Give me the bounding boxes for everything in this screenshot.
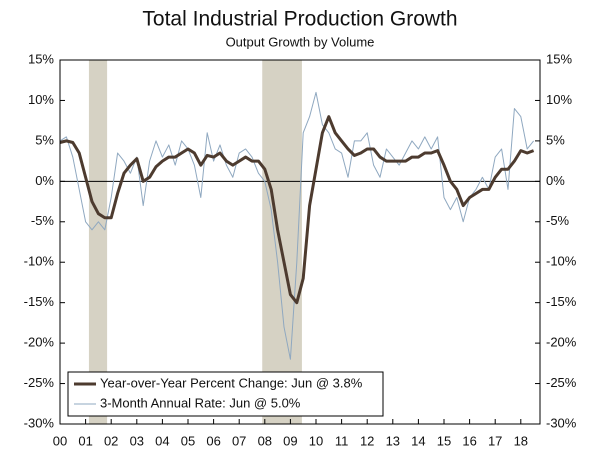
series-line (59, 115, 535, 305)
x-tick-label: 04 (155, 433, 169, 448)
y2-tick-label: 5% (546, 132, 565, 147)
y2-tick-label: 15% (546, 51, 572, 66)
y2-tick-label: -15% (546, 294, 577, 309)
y2-tick-label: -25% (546, 375, 577, 390)
series-line (59, 91, 534, 360)
y-tick-label: 15% (28, 51, 54, 66)
legend-label: 3-Month Annual Rate: Jun @ 5.0% (100, 395, 301, 410)
x-tick-label: 01 (78, 433, 92, 448)
x-tick-label: 06 (206, 433, 220, 448)
y2-tick-label: 10% (546, 92, 572, 107)
x-tick-label: 10 (309, 433, 323, 448)
chart-title: Total Industrial Production Growth (142, 8, 457, 31)
y-tick-label: -30% (24, 415, 55, 430)
x-tick-label: 15 (437, 433, 451, 448)
legend-box (67, 371, 384, 417)
y2-tick-label: -5% (546, 213, 570, 228)
x-tick-label: 03 (130, 433, 144, 448)
x-tick-label: 12 (360, 433, 374, 448)
y-tick-label: -15% (24, 294, 55, 309)
legend-label: Year-over-Year Percent Change: Jun @ 3.8… (100, 375, 363, 390)
x-tick-label: 08 (258, 433, 272, 448)
y-tick-label: -25% (24, 375, 55, 390)
recession-band (262, 60, 302, 424)
y2-tick-label: -20% (546, 335, 577, 350)
x-tick-label: 02 (104, 433, 118, 448)
x-tick-label: 17 (488, 433, 502, 448)
x-tick-label: 16 (462, 433, 476, 448)
x-tick-label: 11 (335, 433, 349, 448)
y-tick-label: -5% (31, 213, 55, 228)
y2-tick-label: -30% (546, 415, 577, 430)
x-tick-label: 14 (411, 433, 425, 448)
x-tick-label: 05 (181, 433, 195, 448)
x-tick-label: 13 (386, 433, 400, 448)
y-tick-label: 10% (28, 92, 54, 107)
y-tick-label: -20% (24, 335, 55, 350)
x-tick-label: 07 (232, 433, 246, 448)
x-tick-label: 00 (53, 433, 67, 448)
x-tick-label: 09 (283, 433, 297, 448)
x-tick-label: 18 (514, 433, 528, 448)
y-tick-label: 0% (35, 173, 54, 188)
y-tick-label: -10% (24, 254, 55, 269)
plot-frame (59, 59, 541, 425)
chart-subtitle: Output Growth by Volume (226, 34, 375, 49)
y2-tick-label: -10% (546, 254, 577, 269)
recession-band (88, 60, 108, 424)
y-tick-label: 5% (35, 132, 54, 147)
y2-tick-label: 0% (546, 173, 565, 188)
